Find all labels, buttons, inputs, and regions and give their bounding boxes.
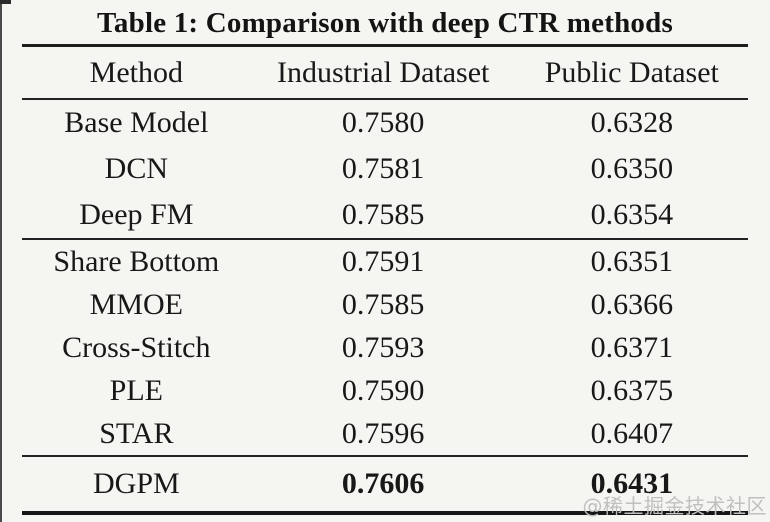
public-cell: 0.6407 (590, 416, 674, 450)
public-cell: 0.6431 (590, 467, 674, 500)
header-rule (22, 98, 748, 100)
industrial-cell: 0.7596 (341, 416, 425, 450)
public-cell: 0.6351 (590, 244, 674, 278)
industrial-cell: 0.7606 (341, 467, 425, 500)
top-rule (22, 44, 748, 47)
industrial-cell: 0.7591 (341, 244, 425, 278)
column-header-method: Method (89, 55, 183, 89)
table-section: DGPM 0.7606 0.6431 (22, 457, 748, 511)
method-cell: Share Bottom (53, 244, 220, 278)
section-divider-rule (22, 238, 748, 240)
method-cell: DGPM (92, 467, 180, 500)
table-row: PLE 0.7590 0.6375 (22, 369, 748, 412)
table-row: Base Model 0.7580 0.6328 (22, 100, 748, 146)
method-cell: MMOE (89, 287, 184, 321)
table-body: Base Model 0.7580 0.6328 DCN 0.7581 0.63… (22, 100, 748, 511)
table-row: STAR 0.7596 0.6407 (22, 412, 748, 455)
column-header-public-dataset: Public Dataset (544, 55, 719, 89)
industrial-cell: 0.7580 (341, 106, 425, 139)
industrial-cell: 0.7585 (341, 287, 425, 321)
column-header-industrial-dataset: Industrial Dataset (276, 55, 490, 89)
table-header-row: Method Industrial Dataset Public Dataset (22, 47, 748, 98)
public-cell: 0.6350 (590, 152, 674, 185)
method-cell: Base Model (64, 106, 209, 139)
public-cell: 0.6371 (590, 330, 674, 364)
table-caption: Table 1: Comparison with deep CTR method… (97, 6, 673, 39)
watermark: @稀土掘金技术社区 (582, 494, 767, 518)
table-row: DGPM 0.7606 0.6431 (22, 457, 748, 511)
public-cell: 0.6328 (590, 106, 674, 139)
industrial-cell: 0.7593 (341, 330, 425, 364)
industrial-cell: 0.7581 (341, 152, 425, 185)
public-cell: 0.6366 (590, 287, 674, 321)
method-cell: Deep FM (79, 198, 194, 231)
table-row: DCN 0.7581 0.6350 (22, 146, 748, 192)
table-row: Cross-Stitch 0.7593 0.6371 (22, 326, 748, 369)
section-divider-rule (22, 455, 748, 457)
table-row: Share Bottom 0.7591 0.6351 (22, 240, 748, 283)
table-section: Share Bottom 0.7591 0.6351 MMOE 0.7585 0… (22, 240, 748, 455)
method-cell: STAR (99, 416, 174, 450)
public-cell: 0.6354 (590, 198, 674, 231)
method-cell: PLE (109, 373, 164, 407)
method-cell: DCN (104, 152, 169, 185)
bottom-rule (22, 511, 748, 515)
industrial-cell: 0.7590 (341, 373, 425, 407)
left-edge-artifact (0, 0, 2, 522)
table-section: Base Model 0.7580 0.6328 DCN 0.7581 0.63… (22, 100, 748, 238)
method-cell: Cross-Stitch (62, 330, 211, 364)
paper-table-figure: Table 1: Comparison with deep CTR method… (22, 0, 748, 515)
table-row: MMOE 0.7585 0.6366 (22, 283, 748, 326)
public-cell: 0.6375 (590, 373, 674, 407)
table-row: Deep FM 0.7585 0.6354 (22, 192, 748, 238)
industrial-cell: 0.7585 (341, 198, 425, 231)
top-left-corner-artifact (0, 0, 11, 4)
